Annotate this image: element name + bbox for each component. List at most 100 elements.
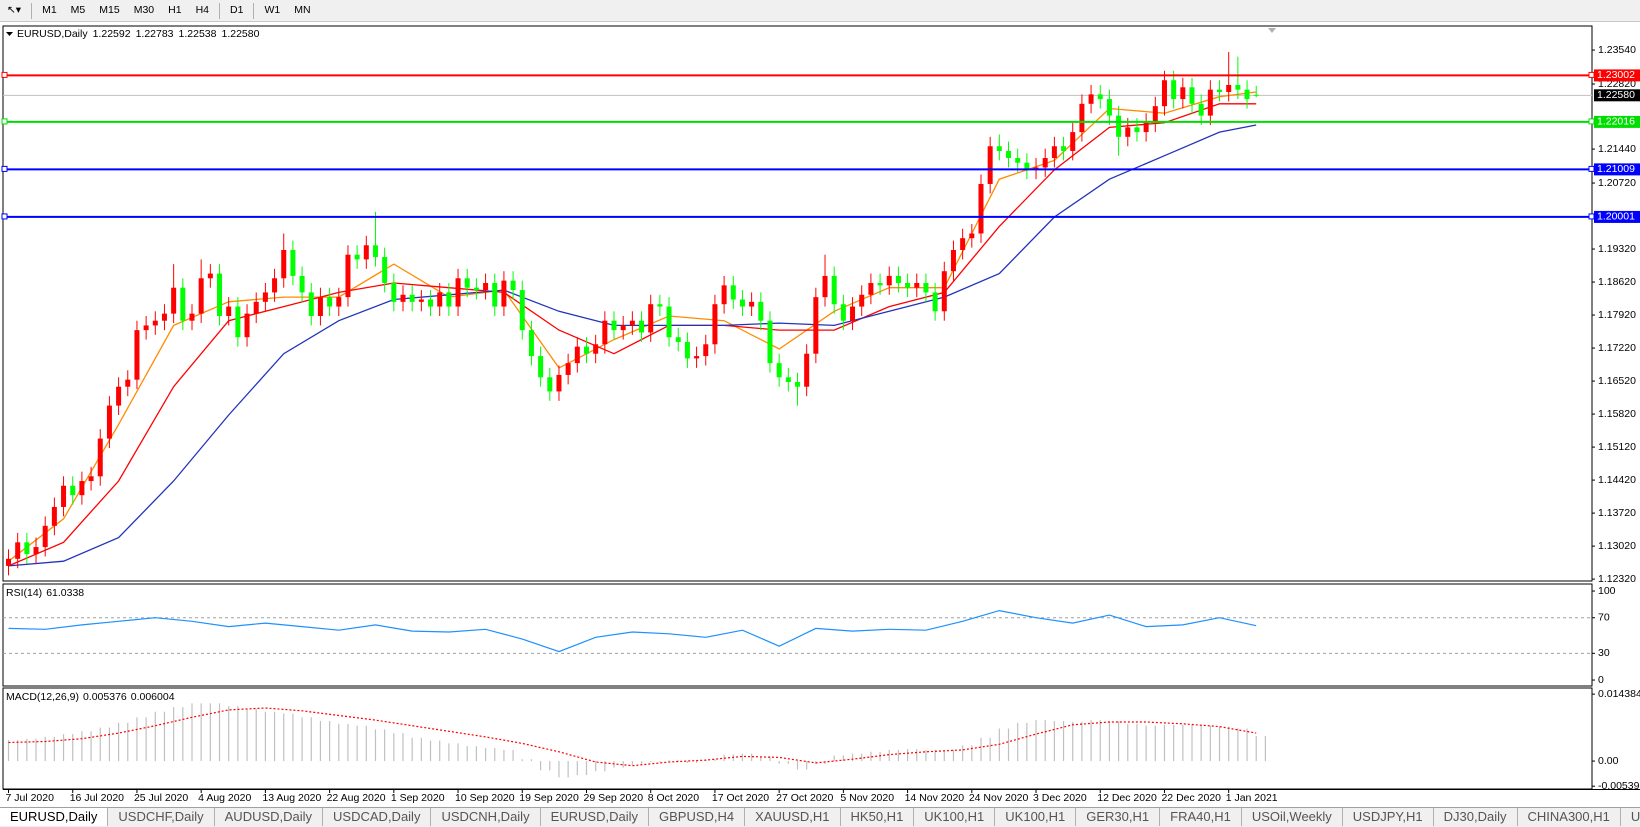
- y-tick-label: 0.014384: [1598, 688, 1640, 700]
- candle-body: [767, 320, 773, 364]
- candle-body: [950, 249, 956, 272]
- quote-value: 1.22783: [136, 28, 174, 40]
- candle-body: [171, 287, 177, 314]
- y-tick-label: 1.13020: [1598, 540, 1636, 552]
- x-tick-label: 22 Aug 2020: [327, 792, 386, 804]
- x-tick-label: 5 Nov 2020: [840, 792, 894, 804]
- candle-body: [244, 313, 250, 338]
- candle-body: [648, 304, 654, 333]
- level-handle: [1588, 213, 1595, 220]
- chart-tab[interactable]: AUDUSD,Daily: [215, 808, 324, 826]
- candle-body: [547, 377, 553, 392]
- candle-body: [758, 301, 764, 321]
- timeframe-button[interactable]: H4: [195, 4, 210, 16]
- chart-tab[interactable]: GBPUSD,H4: [649, 808, 746, 826]
- candle-body: [1097, 94, 1103, 100]
- separator: [219, 2, 221, 19]
- candle-body: [629, 320, 635, 326]
- candle-body: [235, 306, 241, 338]
- menu-arrow: [6, 32, 13, 36]
- chart-tab[interactable]: USDCAD,Daily: [323, 808, 432, 826]
- plot-area: [3, 609, 1592, 654]
- chart-tab[interactable]: USOil: [1621, 808, 1640, 826]
- candle-body: [538, 356, 544, 378]
- chart-tab[interactable]: USDJPY,H1: [1343, 808, 1434, 826]
- panel-frame: [2, 583, 1593, 687]
- chart-tab[interactable]: EURUSD,Daily: [0, 808, 109, 826]
- candle-body: [739, 299, 745, 307]
- candle-body: [1024, 162, 1030, 170]
- candle-body: [409, 294, 415, 302]
- timeframe-button[interactable]: W1: [264, 4, 281, 16]
- level-handle: [1, 165, 8, 172]
- timeframe-button[interactable]: MN: [294, 4, 311, 16]
- candle-body: [804, 353, 810, 387]
- cursor-tool[interactable]: ↖▾: [7, 4, 22, 16]
- chart-tab[interactable]: UK100,H1: [995, 808, 1077, 826]
- x-tick-label: 12 Dec 2020: [1097, 792, 1157, 804]
- chart-tab[interactable]: GER30,H1: [1076, 808, 1161, 826]
- chart-tab[interactable]: FRA40,H1: [1160, 808, 1242, 826]
- chart-tab[interactable]: DJ30,Daily: [1434, 808, 1518, 826]
- indicator-value: 61.0338: [46, 587, 84, 599]
- y-tick-label: 1.21440: [1598, 143, 1636, 155]
- chart-tab[interactable]: USOil,Weekly: [1242, 808, 1343, 826]
- timeframe-button[interactable]: M15: [99, 4, 120, 16]
- indicator-title: MACD(12,26,9) 0.005376 0.006004: [6, 691, 175, 703]
- candle-body: [161, 313, 167, 321]
- chart-tab[interactable]: HK50,H1: [841, 808, 915, 826]
- timeframe-toolbar: ↖▾ M1 M5 M15 M30 H1 H4 D1 W1 MN: [0, 0, 1640, 22]
- candle-body: [1235, 84, 1241, 90]
- chart-tab[interactable]: XAUUSD,H1: [745, 808, 841, 826]
- candle-body: [1152, 106, 1158, 123]
- candle-body: [97, 438, 103, 477]
- y-tick-label: 30: [1598, 647, 1610, 659]
- candle-body: [391, 282, 397, 302]
- timeframe-button[interactable]: H1: [168, 4, 182, 16]
- candle-body: [657, 304, 663, 307]
- candle-body: [363, 245, 369, 260]
- indicator-value: 0.005376: [83, 691, 127, 703]
- chart-tab[interactable]: CHINA300,H1: [1518, 808, 1621, 826]
- x-tick-label: 13 Aug 2020: [262, 792, 321, 804]
- candle-body: [712, 304, 718, 345]
- plot-area: [7, 703, 1266, 778]
- x-tick-label: 14 Nov 2020: [905, 792, 965, 804]
- candle-body: [1070, 132, 1076, 151]
- candle-body: [593, 344, 599, 354]
- candle-body: [125, 379, 131, 387]
- candle-body: [1051, 146, 1057, 159]
- candle-body: [262, 292, 268, 302]
- x-tick-label: 4 Aug 2020: [198, 792, 251, 804]
- candle-body: [418, 299, 424, 302]
- x-tick-label: 29 Sep 2020: [583, 792, 643, 804]
- chart-tab[interactable]: UK100,H1: [914, 808, 996, 826]
- timeframe-button[interactable]: M1: [42, 4, 57, 16]
- timeframe-button[interactable]: M30: [133, 4, 155, 16]
- x-tick-label: 22 Dec 2020: [1161, 792, 1221, 804]
- chart-tab[interactable]: USDCHF,Daily: [108, 808, 215, 826]
- candle-body: [1042, 158, 1048, 168]
- chart-tab[interactable]: USDCNH,Daily: [431, 808, 541, 826]
- candle-body: [1189, 87, 1195, 104]
- candle-body: [1180, 87, 1186, 100]
- quote-value: 1.22538: [179, 28, 217, 40]
- candle-body: [336, 297, 342, 307]
- candle-body: [694, 356, 700, 359]
- candle-body: [574, 346, 580, 364]
- level-label-box: [1594, 115, 1640, 128]
- chart-tab[interactable]: EURUSD,Daily: [541, 808, 649, 826]
- candle-body: [483, 282, 489, 291]
- y-tick-label: 1.17920: [1598, 309, 1636, 321]
- x-tick-label: 7 Jul 2020: [6, 792, 55, 804]
- separator: [31, 2, 33, 19]
- candle-body: [290, 249, 296, 276]
- timeframe-button[interactable]: D1: [230, 4, 244, 16]
- candle-body: [437, 292, 443, 307]
- y-tick-label: 1.18620: [1598, 276, 1636, 288]
- candle-body: [42, 525, 48, 548]
- timeframe-button[interactable]: M5: [70, 4, 86, 16]
- candle-body: [1171, 80, 1177, 100]
- candle-body: [639, 320, 645, 333]
